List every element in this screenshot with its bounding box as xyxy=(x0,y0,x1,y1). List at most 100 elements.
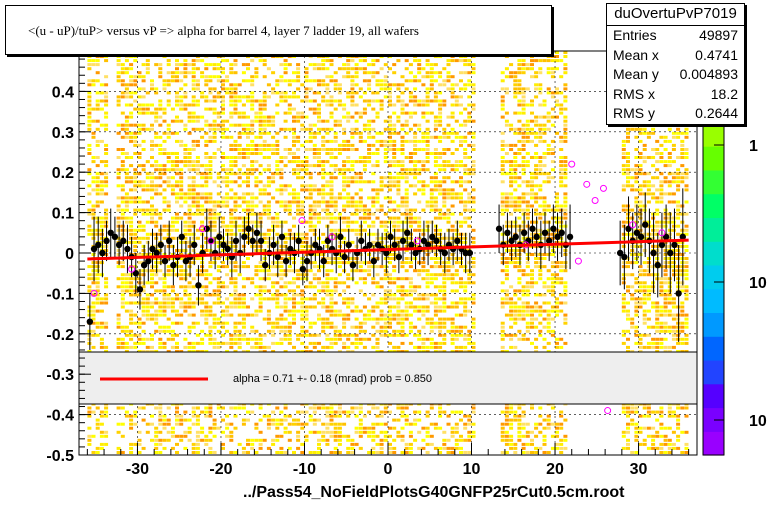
density-cell xyxy=(279,317,284,321)
density-cell xyxy=(91,188,96,192)
density-cell xyxy=(283,337,288,341)
density-cell xyxy=(325,430,330,434)
density-cell xyxy=(358,111,363,115)
density-cell xyxy=(120,289,125,293)
density-cell xyxy=(154,273,159,277)
density-cell xyxy=(358,95,363,99)
density-cell xyxy=(124,410,129,414)
density-cell xyxy=(471,406,476,410)
density-cell xyxy=(421,325,426,329)
density-cell xyxy=(300,329,305,333)
density-cell xyxy=(175,309,179,313)
density-cell xyxy=(246,63,250,67)
density-cell xyxy=(183,212,188,216)
density-cell xyxy=(183,192,188,196)
density-cell xyxy=(425,337,430,341)
density-cell xyxy=(225,200,230,204)
density-cell xyxy=(241,71,246,75)
density-cell xyxy=(446,422,451,426)
density-cell xyxy=(300,293,305,297)
density-cell xyxy=(421,160,426,164)
density-cell xyxy=(279,337,284,341)
density-cell xyxy=(204,442,209,446)
density-cell xyxy=(383,75,388,79)
density-cell xyxy=(421,305,426,309)
density-cell xyxy=(317,164,321,168)
density-cell xyxy=(154,438,159,442)
density-cell xyxy=(421,261,426,265)
density-cell xyxy=(129,83,134,87)
density-cell xyxy=(429,345,434,349)
density-cell xyxy=(183,67,188,71)
density-cell xyxy=(433,180,438,184)
density-cell xyxy=(150,313,154,317)
density-cell xyxy=(191,75,196,79)
density-cell xyxy=(208,176,213,180)
density-cell xyxy=(241,103,246,107)
density-cell xyxy=(459,212,463,216)
density-cell xyxy=(195,406,200,410)
density-cell xyxy=(450,325,455,329)
density-cell xyxy=(99,184,104,188)
density-cell xyxy=(404,249,409,252)
density-cell xyxy=(459,135,463,139)
density-cell xyxy=(283,67,288,71)
density-cell xyxy=(95,59,100,63)
density-cell xyxy=(175,131,179,135)
density-cell xyxy=(254,337,259,341)
density-cell xyxy=(87,143,92,147)
density-cell xyxy=(187,148,192,151)
density-cell xyxy=(459,434,463,438)
density-cell xyxy=(317,103,321,107)
density-cell xyxy=(183,434,188,438)
density-cell xyxy=(371,434,376,438)
density-cell xyxy=(221,127,225,131)
density-cell xyxy=(233,297,238,301)
density-cell xyxy=(362,313,367,317)
density-cell xyxy=(446,216,451,220)
density-cell xyxy=(187,297,192,301)
density-cell xyxy=(99,325,104,329)
density-cell xyxy=(383,406,388,410)
density-cell xyxy=(208,63,213,67)
density-cell xyxy=(400,313,405,317)
density-cell xyxy=(179,103,184,107)
density-cell xyxy=(300,317,305,321)
density-cell xyxy=(279,192,284,196)
density-cell xyxy=(379,99,384,103)
density-cell xyxy=(250,297,255,301)
density-cell xyxy=(383,127,388,131)
density-cell xyxy=(129,422,134,426)
density-cell xyxy=(425,63,430,67)
density-cell xyxy=(400,103,405,107)
density-cell xyxy=(375,71,380,75)
density-cell xyxy=(367,156,372,159)
density-cell xyxy=(116,95,121,99)
density-cell xyxy=(300,164,305,168)
density-cell xyxy=(504,297,509,301)
density-cell xyxy=(446,164,451,168)
density-cell xyxy=(421,135,426,139)
density-cell xyxy=(337,434,342,438)
density-cell xyxy=(254,451,259,454)
density-cell xyxy=(346,313,351,317)
density-cell xyxy=(262,168,267,172)
density-cell xyxy=(225,204,230,208)
density-cell xyxy=(425,156,430,159)
density-cell xyxy=(450,55,455,58)
density-cell xyxy=(450,196,455,200)
density-cell xyxy=(95,426,100,430)
density-cell xyxy=(312,422,317,426)
density-cell xyxy=(229,236,234,240)
density-cell xyxy=(129,55,134,58)
density-cell xyxy=(396,305,401,309)
density-cell xyxy=(262,257,267,260)
density-cell xyxy=(212,119,217,123)
density-cell xyxy=(191,451,196,454)
density-cell xyxy=(408,265,413,269)
density-cell xyxy=(312,208,317,212)
density-cell xyxy=(433,228,438,232)
density-cell xyxy=(433,196,438,200)
density-cell xyxy=(459,446,463,450)
density-cell xyxy=(296,160,301,164)
